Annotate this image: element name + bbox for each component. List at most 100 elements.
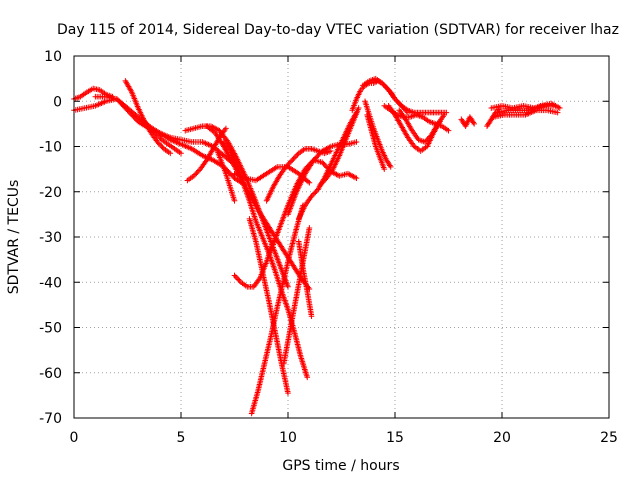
data-point [424, 136, 431, 143]
data-point [353, 139, 360, 145]
y-tick-label: -70 [39, 411, 62, 427]
data-point [144, 121, 151, 128]
data-point [397, 101, 403, 108]
x-tick-label: 15 [386, 430, 404, 446]
data-point [422, 139, 428, 145]
series-track-29 [458, 114, 477, 129]
data-point [321, 178, 327, 184]
data-point [393, 97, 400, 104]
data-points [71, 75, 563, 417]
data-point [384, 85, 391, 92]
y-tick-label: -20 [39, 185, 62, 201]
data-point [236, 278, 243, 284]
x-tick-label: 5 [177, 430, 186, 446]
y-axis-label: SDTVAR / TECUs [6, 180, 22, 295]
data-point [158, 143, 165, 149]
data-point [308, 193, 315, 200]
data-point [426, 135, 432, 141]
y-tick-label: -30 [39, 230, 62, 246]
data-point [312, 189, 319, 196]
data-point [159, 144, 166, 151]
data-point [191, 173, 197, 179]
data-point [151, 128, 157, 135]
data-point [139, 116, 146, 123]
data-point [193, 170, 200, 176]
data-point [289, 157, 296, 163]
data-point [383, 84, 389, 91]
y-tick-label: -50 [39, 321, 62, 337]
data-point [353, 175, 360, 181]
y-tick-labels: -70 -60 -50 -40 -30 -20 -10 0 10 [39, 49, 62, 427]
data-point [288, 158, 294, 165]
series-track-21 [317, 105, 362, 188]
data-point [308, 313, 315, 319]
series-track-28 [396, 107, 448, 145]
x-axis-label: GPS time / hours [282, 458, 399, 474]
x-tick-labels: 0 5 10 15 20 25 [70, 430, 618, 446]
data-point [556, 105, 563, 111]
y-tick-label: -10 [39, 140, 62, 156]
data-point [394, 98, 401, 105]
data-point [316, 150, 323, 157]
data-point [311, 190, 317, 197]
data-point [317, 182, 323, 188]
data-point [152, 130, 159, 136]
data-point [148, 126, 155, 132]
data-point [290, 155, 297, 162]
data-point [283, 164, 289, 170]
data-point [321, 162, 328, 168]
data-point [381, 83, 388, 89]
data-point [315, 152, 322, 158]
data-point [232, 274, 239, 280]
series-track-17 [263, 145, 334, 204]
data-point [306, 179, 313, 186]
y-tick-label: -60 [39, 366, 62, 382]
data-point [155, 140, 162, 147]
data-point [196, 167, 202, 174]
data-point [320, 160, 327, 167]
series-track-16 [295, 238, 315, 319]
data-point [147, 124, 153, 131]
series-track-25 [364, 112, 388, 172]
data-point [380, 81, 387, 88]
data-point [387, 164, 394, 170]
data-point [285, 390, 291, 396]
data-point [285, 161, 292, 167]
data-point [153, 131, 160, 138]
data-point [192, 171, 198, 178]
data-point [223, 125, 229, 132]
data-point [396, 100, 402, 106]
data-point [381, 166, 388, 172]
data-point [319, 179, 326, 186]
data-point [140, 117, 147, 124]
data-point [234, 275, 240, 281]
data-point [155, 132, 161, 139]
data-point [319, 159, 326, 166]
data-point [304, 374, 311, 381]
x-tick-label: 10 [279, 430, 297, 446]
data-point [306, 225, 313, 231]
chart-title: Day 115 of 2014, Sidereal Day-to-day VTE… [57, 22, 619, 38]
y-tick-label: -40 [39, 275, 62, 291]
data-point [387, 162, 393, 169]
data-point [392, 96, 398, 102]
data-point [178, 150, 184, 157]
data-point [286, 159, 293, 166]
x-tick-label: 25 [600, 430, 618, 446]
data-point [318, 180, 325, 187]
x-tick-label: 0 [70, 430, 79, 446]
y-tick-label: 0 [53, 94, 62, 110]
data-point [146, 123, 152, 129]
data-point [235, 276, 242, 283]
data-point [471, 121, 477, 127]
data-point [149, 127, 156, 134]
data-point [226, 170, 233, 176]
data-point [228, 171, 234, 178]
data-point [310, 157, 317, 163]
series-track-13 [246, 216, 291, 396]
data-point [284, 162, 290, 169]
series-track-32 [490, 107, 561, 120]
data-point [293, 153, 299, 159]
data-point [322, 176, 329, 183]
